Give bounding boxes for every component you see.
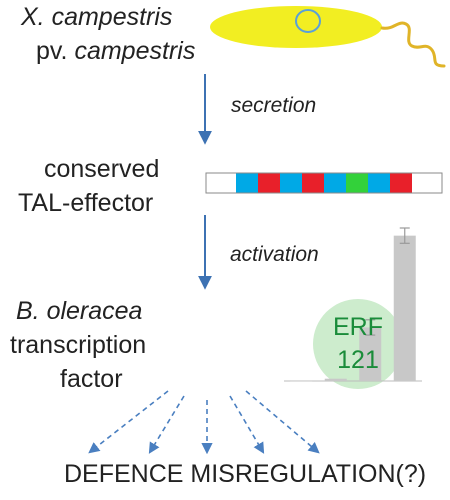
expression-chart	[284, 227, 422, 382]
protein-line2: TAL-effector	[18, 189, 154, 217]
outcome-label: DEFENCE MISREGULATION(?)	[64, 460, 427, 488]
chart-bar	[290, 380, 313, 382]
tal-repeat-red	[258, 173, 280, 193]
protein-line1: conserved	[44, 155, 160, 183]
tal-repeat-blue	[324, 173, 346, 193]
bacterium-icon	[210, 6, 446, 68]
tal-effector-bar	[205, 172, 443, 194]
dashed-arrows	[88, 390, 320, 455]
tal-bar-outline	[205, 172, 443, 194]
tal-repeat-red	[302, 173, 324, 193]
erf-label-line2: 121	[337, 346, 379, 374]
chart-error-bar	[365, 319, 376, 336]
chart-error-bar	[399, 227, 410, 244]
tal-repeat-red	[390, 173, 412, 193]
organism-line2: pv. campestris	[36, 36, 195, 66]
erf-label-line1: ERF	[333, 313, 383, 341]
chart-bar	[324, 378, 347, 381]
tal-repeat-blue	[280, 173, 302, 193]
tal-repeat-blue	[236, 173, 258, 193]
secretion-label: secretion	[231, 94, 317, 117]
chart-bar	[393, 235, 416, 381]
dashed-arrow	[88, 390, 169, 454]
host-line3: factor	[60, 365, 123, 393]
host-line2: transcription	[10, 331, 147, 359]
host-line1: B. oleracea	[16, 297, 143, 325]
tal-repeat-white	[412, 173, 442, 193]
flagellum-icon	[380, 21, 446, 68]
organism-pathovar-prefix: pv.	[36, 37, 75, 65]
tal-repeat-white	[206, 173, 236, 193]
tal-repeat-blue	[368, 173, 390, 193]
dashed-arrow	[148, 395, 185, 454]
activation-label: activation	[230, 243, 319, 266]
dashed-arrow	[245, 390, 320, 454]
organism-pathovar-name: campestris	[74, 37, 196, 65]
tal-repeat-green	[346, 173, 368, 193]
organism-line1: X. campestris	[21, 3, 173, 31]
dashed-arrow	[229, 395, 265, 454]
chart-bar	[359, 327, 382, 381]
